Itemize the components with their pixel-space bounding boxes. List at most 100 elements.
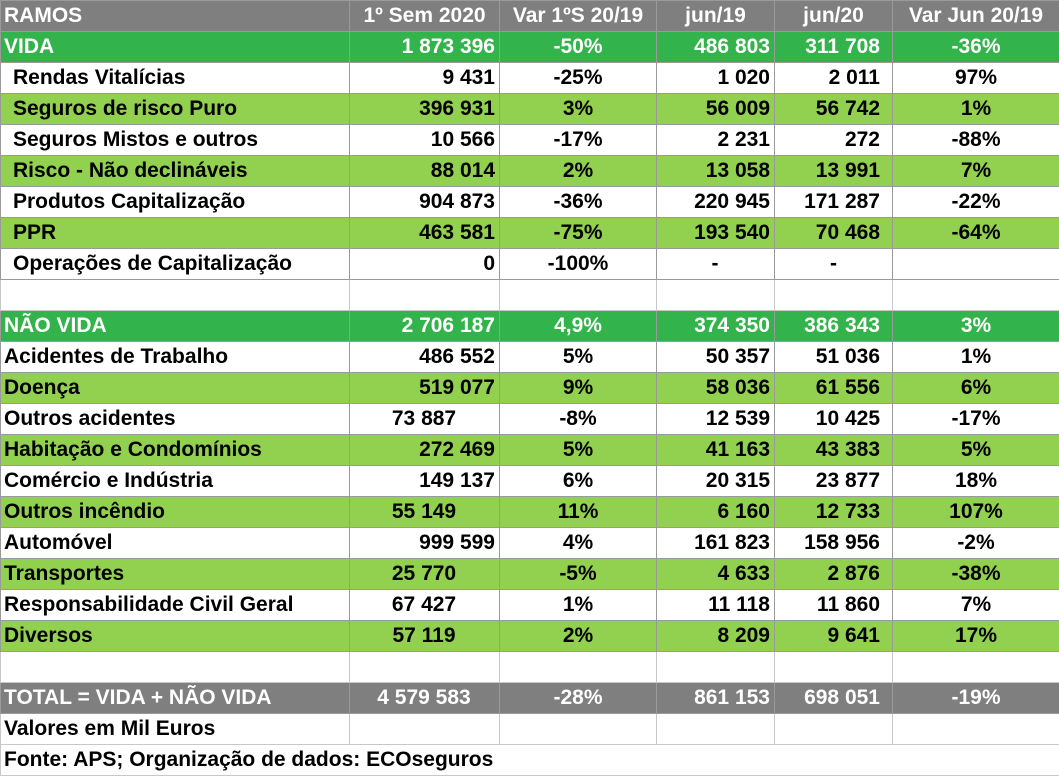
cell: Responsabilidade Civil Geral <box>0 589 350 621</box>
cell: 88 014 <box>349 155 500 187</box>
cell: 220 945 <box>656 186 775 218</box>
cell: -8% <box>499 403 657 435</box>
cell: 9% <box>499 372 657 404</box>
cell: 17% <box>892 620 1059 652</box>
cell: 6% <box>892 372 1059 404</box>
cell: 193 540 <box>656 217 775 249</box>
header-cell: RAMOS <box>0 0 350 32</box>
table-row: Diversos 57 119 2% 8 209 9 641 17% <box>0 620 1059 652</box>
table-row: Acidentes de Trabalho 486 552 5% 50 357 … <box>0 341 1059 373</box>
cell: 2% <box>499 620 657 652</box>
cell: 463 581 <box>349 217 500 249</box>
cell: Seguros Mistos e outros <box>0 124 350 156</box>
cell: Diversos <box>0 620 350 652</box>
empty-cell <box>349 279 500 311</box>
cell: 272 469 <box>349 434 500 466</box>
cell: 161 823 <box>656 527 775 559</box>
empty-cell <box>656 279 775 311</box>
empty-cell <box>774 279 893 311</box>
table-row: Habitação e Condomínios 272 469 5% 41 16… <box>0 434 1059 466</box>
grand-total-row: TOTAL = VIDA + NÃO VIDA 4 579 583 -28% 8… <box>0 682 1059 714</box>
cell: 2 876 <box>774 558 893 590</box>
cell: -5% <box>499 558 657 590</box>
cell: 97% <box>892 62 1059 94</box>
empty-cell <box>892 713 1059 745</box>
cell: 67 427 <box>349 589 500 621</box>
cell: 56 742 <box>774 93 893 125</box>
cell: Comércio e Indústria <box>0 465 350 497</box>
cell: - <box>774 248 893 280</box>
cell: 4 633 <box>656 558 775 590</box>
cell: -38% <box>892 558 1059 590</box>
cell: -17% <box>892 403 1059 435</box>
empty-cell <box>349 651 500 683</box>
cell: 55 149 <box>349 496 500 528</box>
cell: 519 077 <box>349 372 500 404</box>
cell: 698 051 <box>774 682 893 714</box>
cell: 25 770 <box>349 558 500 590</box>
table-row: Seguros de risco Puro 396 931 3% 56 009 … <box>0 93 1059 125</box>
cell: 73 887 <box>349 403 500 435</box>
cell: 7% <box>892 155 1059 187</box>
cell: Outros incêndio <box>0 496 350 528</box>
cell: Habitação e Condomínios <box>0 434 350 466</box>
cell: 11% <box>499 496 657 528</box>
cell: 904 873 <box>349 186 500 218</box>
cell: VIDA <box>0 31 350 63</box>
table-row: Automóvel 999 599 4% 161 823 158 956 -2% <box>0 527 1059 559</box>
cell: -50% <box>499 31 657 63</box>
cell: 311 708 <box>774 31 893 63</box>
units-note: Valores em Mil Euros <box>0 713 350 745</box>
table-row: Transportes 25 770 -5% 4 633 2 876 -38% <box>0 558 1059 590</box>
cell: 1% <box>499 589 657 621</box>
empty-cell <box>499 651 657 683</box>
cell: Outros acidentes <box>0 403 350 435</box>
cell: Rendas Vitalícias <box>0 62 350 94</box>
cell: 861 153 <box>656 682 775 714</box>
cell: 4% <box>499 527 657 559</box>
empty-cell <box>499 279 657 311</box>
cell: 5% <box>499 434 657 466</box>
cell: Acidentes de Trabalho <box>0 341 350 373</box>
cell: 2 706 187 <box>349 310 500 342</box>
empty-cell <box>0 279 350 311</box>
empty-cell <box>774 651 893 683</box>
table-row: PPR 463 581 -75% 193 540 70 468 -64% <box>0 217 1059 249</box>
empty-cell <box>656 651 775 683</box>
units-note-row: Valores em Mil Euros <box>0 713 1059 745</box>
cell: 20 315 <box>656 465 775 497</box>
cell: Transportes <box>0 558 350 590</box>
cell: -19% <box>892 682 1059 714</box>
cell: 2 011 <box>774 62 893 94</box>
cell: Doença <box>0 372 350 404</box>
cell: 12 539 <box>656 403 775 435</box>
table-row: Outros incêndio 55 149 11% 6 160 12 733 … <box>0 496 1059 528</box>
empty-cell <box>0 651 350 683</box>
cell: 11 860 <box>774 589 893 621</box>
cell: 6 160 <box>656 496 775 528</box>
cell: 486 803 <box>656 31 775 63</box>
cell: -100% <box>499 248 657 280</box>
cell: PPR <box>0 217 350 249</box>
source-note: Fonte: APS; Organização de dados: ECOseg… <box>0 744 1059 776</box>
cell: 4 579 583 <box>349 682 500 714</box>
cell: 13 991 <box>774 155 893 187</box>
cell: Seguros de risco Puro <box>0 93 350 125</box>
header-cell: jun/20 <box>774 0 893 32</box>
cell: - <box>656 248 775 280</box>
cell: -36% <box>499 186 657 218</box>
cell: 999 599 <box>349 527 500 559</box>
cell: 4,9% <box>499 310 657 342</box>
cell: 374 350 <box>656 310 775 342</box>
cell: 12 733 <box>774 496 893 528</box>
cell: 23 877 <box>774 465 893 497</box>
cell: -2% <box>892 527 1059 559</box>
cell: 272 <box>774 124 893 156</box>
spacer-row <box>0 651 1059 683</box>
table-row: Seguros Mistos e outros 10 566 -17% 2 23… <box>0 124 1059 156</box>
header-row: RAMOS 1º Sem 2020 Var 1ºS 20/19 jun/19 j… <box>0 0 1059 32</box>
table-row: Operações de Capitalização 0 -100% - - <box>0 248 1059 280</box>
cell: 171 287 <box>774 186 893 218</box>
cell: 6% <box>499 465 657 497</box>
